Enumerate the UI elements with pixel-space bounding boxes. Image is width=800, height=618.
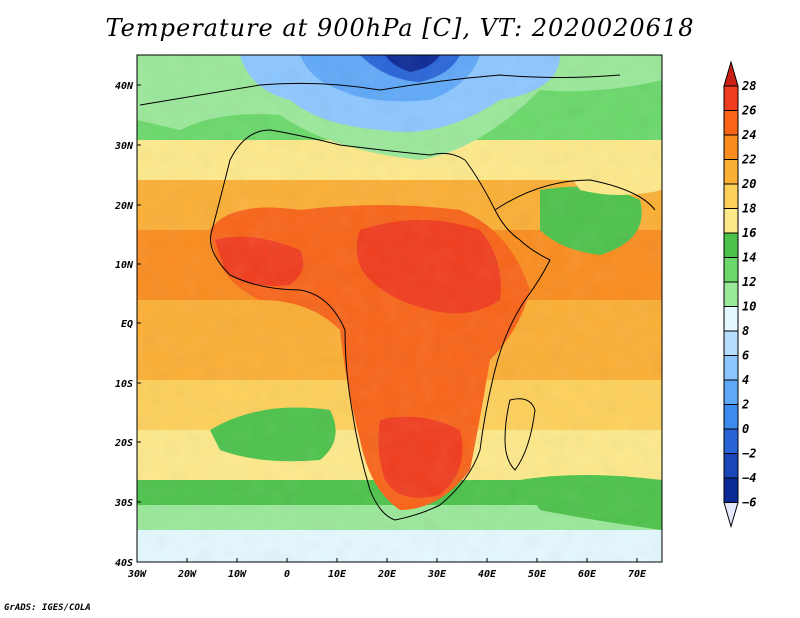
colorbar-label: 16 [742,226,756,240]
colorbar-label: 0 [742,422,749,436]
colorbar-label: 10 [742,300,756,314]
colorbar-label: 24 [741,128,756,142]
lat-label: 20N [114,201,134,212]
colorbar-label: 8 [742,324,749,338]
colorbar-swatch [723,404,739,430]
lon-label: 30W [127,569,147,580]
lon-label: 60E [578,569,597,580]
colorbar-label: 18 [742,202,756,216]
colorbar-swatch [723,183,739,209]
lat-label: 10N [115,260,134,271]
axis-ticks [137,84,638,562]
colorbar-swatch [723,379,739,405]
coastlines [139,74,656,521]
colorbar-label: 26 [741,104,756,118]
lat-label: EQ [121,319,133,330]
footer-credit: GrADS: IGES/COLA [4,603,91,613]
colorbar-swatch [723,453,739,479]
colorbar-min-arrow [723,502,739,529]
lat-label: 10S [115,379,133,390]
temperature-field [137,55,662,562]
colorbar-label: −2 [742,447,756,461]
colorbar-label: −4 [742,471,756,485]
lon-label: 20E [377,569,397,580]
lon-label: 30E [427,569,447,580]
colorbar-swatch [723,428,739,454]
plot-title: Temperature at 900hPa [C], VT: 202002061… [105,14,695,42]
lon-label: 50E [528,569,547,580]
lon-label: 10W [228,569,247,580]
colorbar-label: 12 [742,275,756,289]
colorbar-swatch [723,257,739,283]
colorbar-swatch [723,281,739,307]
colorbar-label: −6 [742,496,756,510]
colorbar-label: 4 [742,373,749,387]
colorbar-label: 28 [741,79,756,93]
lat-label: 40N [115,81,134,92]
colorbar-swatch [723,477,739,503]
colorbar-max-arrow [723,60,739,87]
colorbar-swatch [723,110,739,136]
lon-label: 10E [328,569,347,580]
colorbar-swatch [723,208,739,234]
lat-label: 20S [114,438,133,449]
colorbar-label: 22 [741,153,756,167]
colorbar-swatch [723,306,739,332]
lat-label: 30N [114,141,134,152]
colorbar-label: 2 [741,398,749,412]
colorbar-swatch [723,330,739,356]
colorbar-label: 14 [742,251,756,265]
colorbar-swatch [723,134,739,160]
colorbar-swatch [723,159,739,185]
lon-label: 70E [628,569,647,580]
lat-label: 40S [115,558,133,569]
lon-label: 20W [177,569,197,580]
colorbar-label: 6 [742,349,749,363]
lon-label: 0 [284,569,290,580]
lat-label: 30S [114,498,133,509]
colorbar-label: 20 [741,177,756,191]
colorbar-swatch [723,355,739,381]
colorbar-swatch [723,85,739,111]
lon-label: 40E [478,569,497,580]
colorbar-swatch [723,232,739,258]
